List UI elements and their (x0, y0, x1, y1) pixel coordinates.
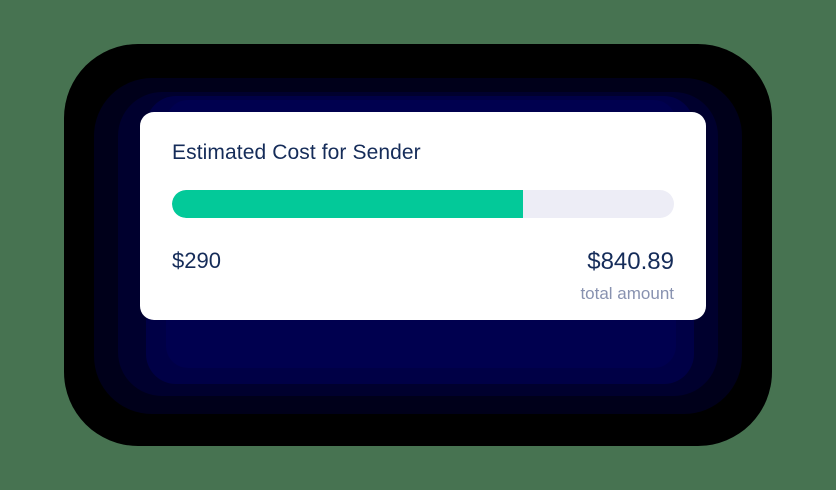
amounts-row: $290 $840.89 total amount (172, 248, 674, 303)
cost-progress-fill (172, 190, 524, 218)
progress-section (172, 190, 674, 218)
total-amount-caption: total amount (580, 284, 674, 303)
total-amount-value: $840.89 (587, 248, 674, 275)
cost-progress-bar[interactable] (172, 190, 674, 218)
estimated-cost-card: Estimated Cost for Sender $290 $840.89 t… (140, 112, 706, 320)
page-title: Estimated Cost for Sender (172, 141, 421, 164)
total-amount-group: $840.89 total amount (580, 248, 674, 303)
min-amount-value: $290 (172, 248, 221, 273)
